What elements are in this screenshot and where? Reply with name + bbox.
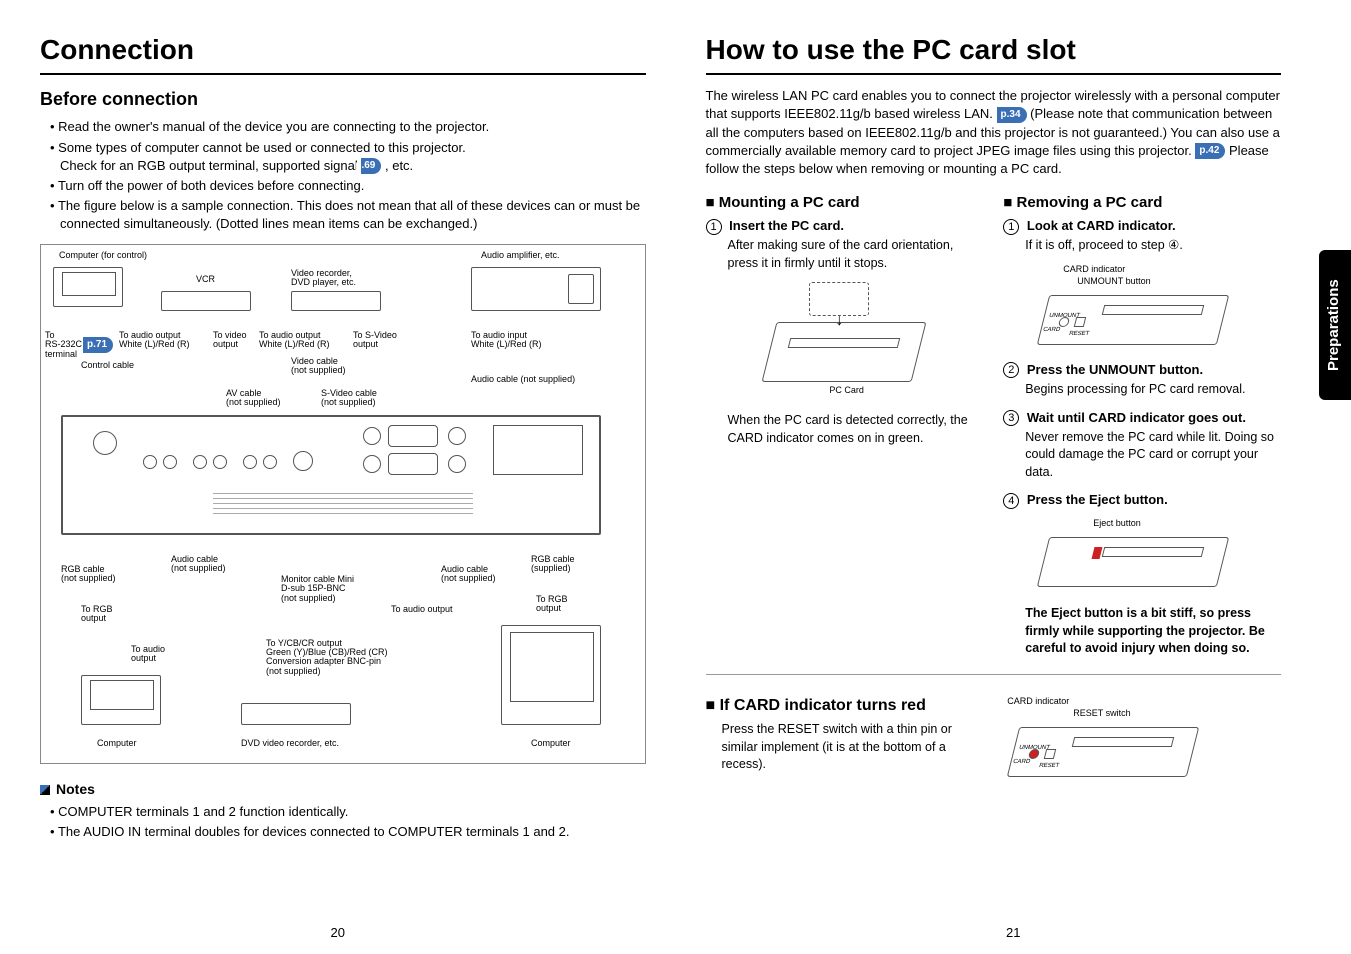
eject-warning: The Eject button is a bit stiff, so pres… (1025, 605, 1281, 658)
lbl-pc-card: PC Card (829, 386, 864, 396)
lbl-av-cable: AV cable (not supplied) (226, 389, 281, 409)
lbl-computer-bl: Computer (97, 739, 137, 749)
intro-paragraph: The wireless LAN PC card enables you to … (706, 87, 1282, 178)
page-ref-42[interactable]: p.42 (1195, 143, 1225, 159)
lbl-monitor-cable: Monitor cable Mini D-sub 15P-BNC (not su… (281, 575, 354, 605)
dev-laptop-bl (81, 675, 161, 725)
dev-vcr (161, 291, 251, 311)
lbl-video-out: To video output (213, 331, 247, 351)
page-title-left: Connection (40, 30, 646, 75)
lbl-computer-br: Computer (531, 739, 571, 749)
lbl-dvd-rec: DVD video recorder, etc. (241, 739, 339, 749)
lbl-control-cable: Control cable (81, 361, 134, 371)
bullet-2: Some types of computer cannot be used or… (50, 139, 646, 175)
lbl-rgb-ns: RGB cable (not supplied) (61, 565, 116, 585)
lbl-video-rec: Video recorder, DVD player, etc. (291, 269, 356, 289)
lbl-audio-out1: To audio output White (L)/Red (R) (119, 331, 190, 351)
lbl-rgb-out2: To RGB output (536, 595, 568, 615)
lbl-svideo: To S-Video output (353, 331, 397, 351)
red-indicator-body: Press the RESET switch with a thin pin o… (722, 721, 984, 774)
lbl-svideo-cable: S-Video cable (not supplied) (321, 389, 377, 409)
lbl-rs232: To RS-232C terminal (45, 331, 82, 361)
step-num-r3-icon: 3 (1003, 410, 1019, 426)
remove-step-2: 2 Press the UNMOUNT button. Begins proce… (1003, 361, 1281, 399)
notes-heading: Notes (40, 780, 646, 800)
remove-step-3: 3 Wait until CARD indicator goes out. Ne… (1003, 409, 1281, 482)
red-indicator-heading: If CARD indicator turns red (706, 695, 984, 717)
lbl-computer-control: Computer (for control) (59, 251, 147, 261)
side-tab-preparations: Preparations (1319, 250, 1351, 400)
lbl-audio-in: To audio input White (L)/Red (R) (471, 331, 542, 351)
lbl-audio-amp: Audio amplifier, etc. (481, 251, 560, 261)
separator (706, 674, 1282, 675)
bullet-1: Read the owner's manual of the device yo… (50, 118, 646, 136)
lbl-eject-button: Eject button (1093, 519, 1141, 529)
note-1: COMPUTER terminals 1 and 2 function iden… (50, 803, 646, 821)
mounting-heading: Mounting a PC card (706, 192, 984, 213)
dev-monitor (501, 625, 601, 725)
lbl-audio-out4: To audio output (131, 645, 165, 665)
page-title-right: How to use the PC card slot (706, 30, 1282, 75)
mount-detect-text: When the PC card is detected correctly, … (728, 412, 984, 447)
lbl-rgb-s: RGB cable (supplied) (531, 555, 575, 575)
removing-heading: Removing a PC card (1003, 192, 1281, 213)
dev-amp (471, 267, 601, 311)
mount-diagram: ↓ PC Card (759, 282, 929, 402)
note-2: The AUDIO IN terminal doubles for device… (50, 823, 646, 841)
remove-step-4: 4 Press the Eject button. (1003, 491, 1281, 509)
lbl-audio-cable-ns: Audio cable (not supplied) (471, 375, 575, 385)
bullet-3: Turn off the power of both devices befor… (50, 177, 646, 195)
lbl-reset-switch: RESET switch (1073, 709, 1130, 719)
dev-dvd-bottom (241, 703, 351, 725)
page-number-right: 21 (1006, 924, 1020, 942)
remove-diagram-1: CARD indicator UNMOUNT button UNMOUNT CA… (1033, 265, 1233, 355)
dev-projector-panel (61, 415, 601, 535)
lbl-audio-out2: To audio output White (L)/Red (R) (259, 331, 330, 351)
lbl-audio-ns3: Audio cable (not supplied) (441, 565, 496, 585)
lbl-video-cable: Video cable (not supplied) (291, 357, 346, 377)
lbl-card-indicator: CARD indicator (1063, 265, 1125, 275)
page-ref-34[interactable]: p.34 (997, 107, 1027, 123)
step-num-r4-icon: 4 (1003, 493, 1019, 509)
red-diagram: CARD indicator RESET switch UNMOUNT CARD… (1003, 697, 1203, 787)
step-num-1-icon: 1 (706, 219, 722, 235)
page-number-left: 20 (331, 924, 345, 942)
lbl-audio-out3: To audio output (391, 605, 453, 615)
mount-step-1: 1 Insert the PC card. After making sure … (706, 217, 984, 272)
dev-dvd (291, 291, 381, 311)
step-num-r1-icon: 1 (1003, 219, 1019, 235)
lbl-card-indicator-2: CARD indicator (1007, 697, 1069, 707)
lbl-vcr: VCR (196, 275, 215, 285)
before-connection-heading: Before connection (40, 87, 646, 112)
lbl-rgb-out: To RGB output (81, 605, 113, 625)
remove-step-1: 1 Look at CARD indicator. If it is off, … (1003, 217, 1281, 255)
lbl-ycbcr: To Y/CB/CR output Green (Y)/Blue (CB)/Re… (266, 639, 388, 677)
page-ref-71[interactable]: p.71 (83, 337, 113, 353)
bullet-4: The figure below is a sample connection.… (50, 197, 646, 233)
remove-diagram-2: Eject button (1033, 519, 1233, 599)
step-num-r2-icon: 2 (1003, 362, 1019, 378)
notes-list: COMPUTER terminals 1 and 2 function iden… (50, 803, 646, 841)
connection-diagram: Computer (for control) VCR Video recorde… (40, 244, 646, 764)
lbl-unmount-button: UNMOUNT button (1077, 277, 1150, 287)
page-ref-69[interactable]: p.69 (361, 158, 381, 174)
dev-laptop-top (53, 267, 123, 307)
before-connection-list: Read the owner's manual of the device yo… (50, 118, 646, 233)
lbl-audio-ns2: Audio cable (not supplied) (171, 555, 226, 575)
